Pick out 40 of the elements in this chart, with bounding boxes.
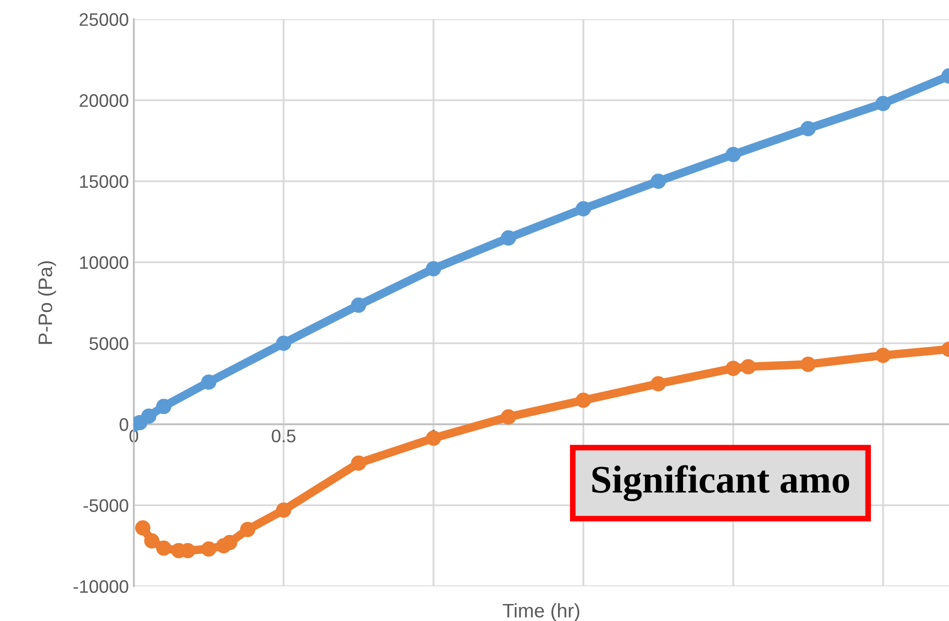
point — [156, 540, 172, 556]
point — [144, 533, 160, 549]
point — [576, 201, 591, 216]
y-tick-label: -5000 — [84, 499, 128, 512]
y-tick-label: 25000 — [80, 13, 128, 26]
point — [276, 336, 292, 351]
point — [156, 398, 172, 414]
point — [240, 522, 256, 538]
point — [740, 359, 756, 374]
point — [222, 534, 238, 550]
point — [350, 298, 366, 313]
y-tick-label: 15000 — [80, 175, 128, 188]
y-axis-title: P-Po (Pa) — [38, 261, 56, 344]
point — [426, 261, 442, 276]
point — [875, 348, 891, 364]
point — [800, 356, 816, 372]
x-axis-title: Time (hr) — [502, 603, 580, 621]
point — [650, 174, 666, 189]
point — [500, 230, 516, 246]
point — [726, 360, 741, 376]
y-tick-label: 10000 — [80, 256, 128, 269]
point — [350, 455, 366, 471]
point — [500, 409, 516, 425]
point — [426, 430, 442, 446]
point — [276, 502, 292, 518]
point — [650, 376, 666, 392]
point — [875, 96, 891, 112]
point — [135, 520, 150, 536]
point — [800, 120, 816, 136]
y-tick-label: 20000 — [80, 94, 128, 107]
y-tick-label: 5000 — [90, 337, 128, 350]
y-tick-label: 0 — [120, 418, 128, 431]
point — [201, 374, 216, 390]
x-tick-label: 0.5 — [272, 430, 296, 442]
point — [141, 408, 156, 424]
y-tick-label: -10000 — [74, 580, 128, 593]
annotation: Significant amo — [592, 465, 850, 502]
point — [576, 392, 591, 408]
point — [726, 146, 741, 162]
point — [201, 541, 216, 557]
